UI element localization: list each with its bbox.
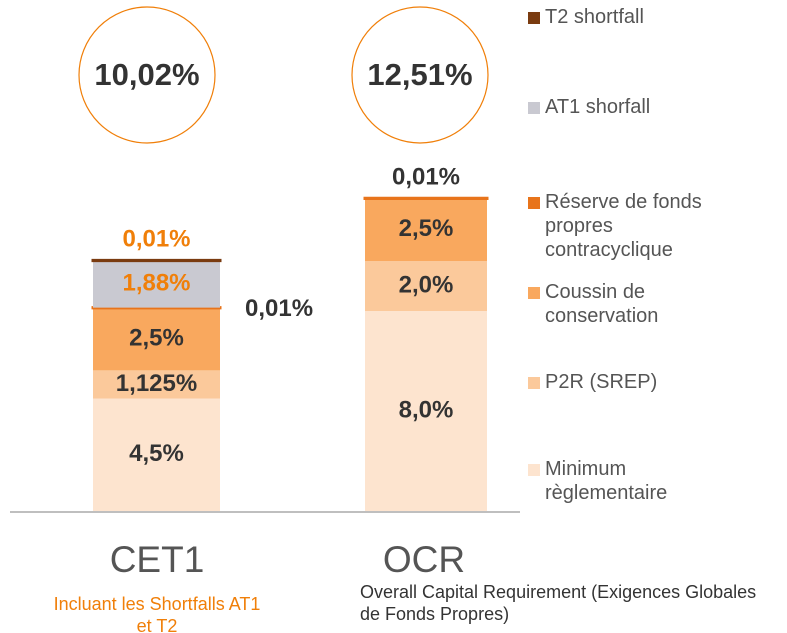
category-note: Overall Capital Requirement (Exigences G… [360, 582, 757, 624]
legend-label: Coussin de conservation [545, 281, 659, 327]
value-label: 0,01% [245, 295, 313, 322]
x-tick-label: CET1 [110, 539, 205, 580]
legend-swatch [528, 464, 540, 476]
total-label: 12,51% [367, 57, 472, 92]
category-note: Incluant les Shortfalls AT1 et T2 [53, 594, 261, 633]
bar-segment [93, 370, 220, 399]
total-circle [78, 6, 216, 144]
total-label: 10,02% [94, 57, 199, 92]
value-label: 1,88% [122, 269, 190, 296]
bar-segment [93, 398, 220, 511]
value-label: 2,5% [129, 324, 184, 351]
value-label: 0,01% [392, 164, 460, 191]
legend-label: Minimum règlementaire [545, 458, 668, 504]
value-label: 2,5% [399, 215, 454, 242]
total-circle [351, 6, 489, 144]
legend-swatch [528, 197, 540, 209]
value-label: 8,0% [399, 396, 454, 423]
value-label: 1,125% [116, 370, 197, 397]
value-label: 4,5% [129, 440, 184, 467]
legend-swatch [528, 102, 540, 114]
legend-label: Réserve de fonds propres contracyclique [545, 191, 702, 261]
value-label: 0,01% [122, 226, 190, 253]
legend-swatch [528, 287, 540, 299]
bar-segment [93, 260, 220, 308]
legend-swatch [528, 12, 540, 24]
bar-segment [365, 311, 487, 511]
bar-segment [365, 261, 487, 311]
x-tick-label: OCR [383, 539, 465, 580]
bar-segment [93, 307, 220, 371]
legend-swatch [528, 377, 540, 389]
legend-label: P2R (SREP) [545, 371, 658, 393]
legend-label: AT1 shorfall [545, 96, 651, 118]
legend-label: T2 shortfall [545, 6, 644, 28]
bar-segment [365, 198, 487, 261]
value-label: 2,0% [399, 271, 454, 298]
